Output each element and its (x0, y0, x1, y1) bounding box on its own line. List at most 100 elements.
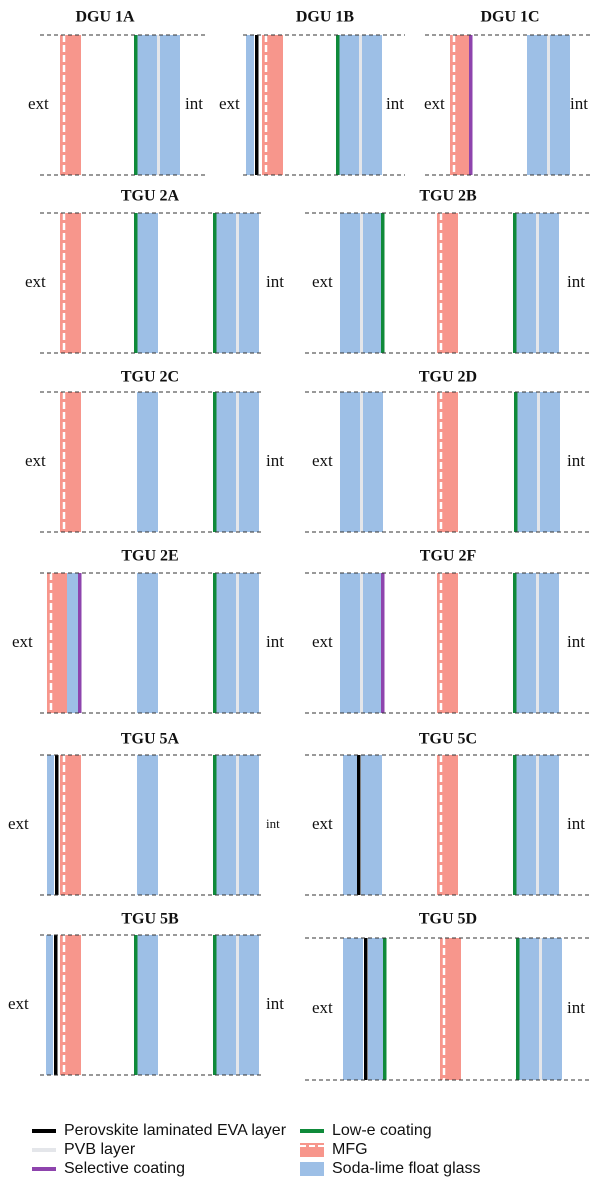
panel-title: DGU 1B (296, 9, 355, 26)
ext-label: ext (25, 272, 46, 291)
panel-title: TGU 5A (121, 731, 180, 748)
pvb-layer (537, 392, 540, 532)
low-e-coating (513, 755, 517, 895)
int-label: int (185, 94, 203, 113)
low-e-coating (513, 213, 517, 353)
pvb-layer (359, 35, 362, 175)
panel-title: TGU 5B (121, 911, 179, 928)
int-label: int (266, 272, 284, 291)
ext-label: ext (312, 814, 333, 833)
glass (343, 755, 357, 895)
low-e-coating (516, 938, 520, 1080)
low-e-coating (213, 935, 217, 1075)
legend-glass (300, 1162, 324, 1176)
int-label: int (567, 632, 585, 651)
perovskite-layer (255, 35, 259, 175)
low-e-coating (213, 213, 217, 353)
pvb-layer (536, 573, 539, 713)
legend-label: Low-e coating (332, 1122, 432, 1139)
low-e-coating (134, 935, 138, 1075)
perovskite-layer (364, 938, 368, 1080)
panel-title: TGU 2F (420, 548, 477, 565)
panel-title: DGU 1A (75, 9, 135, 26)
pvb-layer (236, 213, 239, 353)
ext-label: ext (312, 632, 333, 651)
legend-selective (32, 1167, 56, 1171)
legend-pvb (32, 1148, 56, 1152)
low-e-coating (514, 392, 518, 532)
perovskite-layer (357, 755, 361, 895)
glass (67, 573, 79, 713)
glass (137, 573, 158, 713)
ext-label: ext (424, 94, 445, 113)
pvb-layer (236, 755, 239, 895)
glass (47, 755, 54, 895)
ext-label: ext (312, 998, 333, 1017)
pvb-layer (236, 573, 239, 713)
low-e-coating (134, 35, 138, 175)
panel-title: TGU 5D (419, 911, 477, 928)
panel-title: TGU 2D (419, 369, 477, 386)
glass (137, 755, 158, 895)
glass (361, 755, 382, 895)
int-label: int (266, 994, 284, 1013)
pvb-layer (236, 392, 239, 532)
pvb-layer (360, 392, 363, 532)
panel-title: TGU 5C (419, 731, 477, 748)
low-e-coating (513, 573, 517, 713)
glass (137, 392, 158, 532)
ext-label: ext (12, 632, 33, 651)
glass (137, 935, 158, 1075)
int-label: int (266, 632, 284, 651)
pvb-layer (536, 755, 539, 895)
selective-coating (381, 573, 385, 713)
panel-title: TGU 2A (121, 188, 180, 205)
ext-label: ext (28, 94, 49, 113)
ext-label: ext (8, 814, 29, 833)
glass (137, 213, 158, 353)
pvb-layer (547, 35, 550, 175)
perovskite-layer (55, 755, 59, 895)
pvb-layer (539, 938, 542, 1080)
panel-title: TGU 2B (419, 188, 477, 205)
legend-label: PVB layer (64, 1141, 136, 1158)
ext-label: ext (312, 272, 333, 291)
int-label: int (266, 451, 284, 470)
glass (46, 935, 53, 1075)
int-label: int (567, 272, 585, 291)
pvb-layer (157, 35, 160, 175)
low-e-coating (134, 213, 138, 353)
glass (246, 35, 254, 175)
selective-coating (469, 35, 473, 175)
int-label: int (386, 94, 404, 113)
legend-label: Selective coating (64, 1160, 185, 1177)
low-e-coating (213, 755, 217, 895)
legend-label: MFG (332, 1141, 368, 1158)
int-label: int (567, 451, 585, 470)
low-e-coating (213, 392, 217, 532)
panel-title: TGU 2C (121, 369, 179, 386)
ext-label: ext (312, 451, 333, 470)
low-e-coating (336, 35, 340, 175)
int-label: int (567, 814, 585, 833)
perovskite-layer (54, 935, 58, 1075)
glass (343, 938, 363, 1080)
glass (368, 938, 383, 1080)
pvb-layer (360, 213, 363, 353)
low-e-coating (213, 573, 217, 713)
panel-title: DGU 1C (480, 9, 539, 26)
pvb-layer (236, 935, 239, 1075)
legend-low-e (300, 1129, 324, 1133)
pvb-layer (360, 573, 363, 713)
ext-label: ext (8, 994, 29, 1013)
int-label: int (567, 998, 585, 1017)
legend-label: Perovskite laminated EVA layer (64, 1122, 287, 1139)
panel-title: TGU 2E (121, 548, 178, 565)
ext-label: ext (219, 94, 240, 113)
selective-coating (78, 573, 82, 713)
ext-label: ext (25, 451, 46, 470)
int-label: int (266, 816, 280, 831)
low-e-coating (381, 213, 385, 353)
low-e-coating (383, 938, 387, 1080)
